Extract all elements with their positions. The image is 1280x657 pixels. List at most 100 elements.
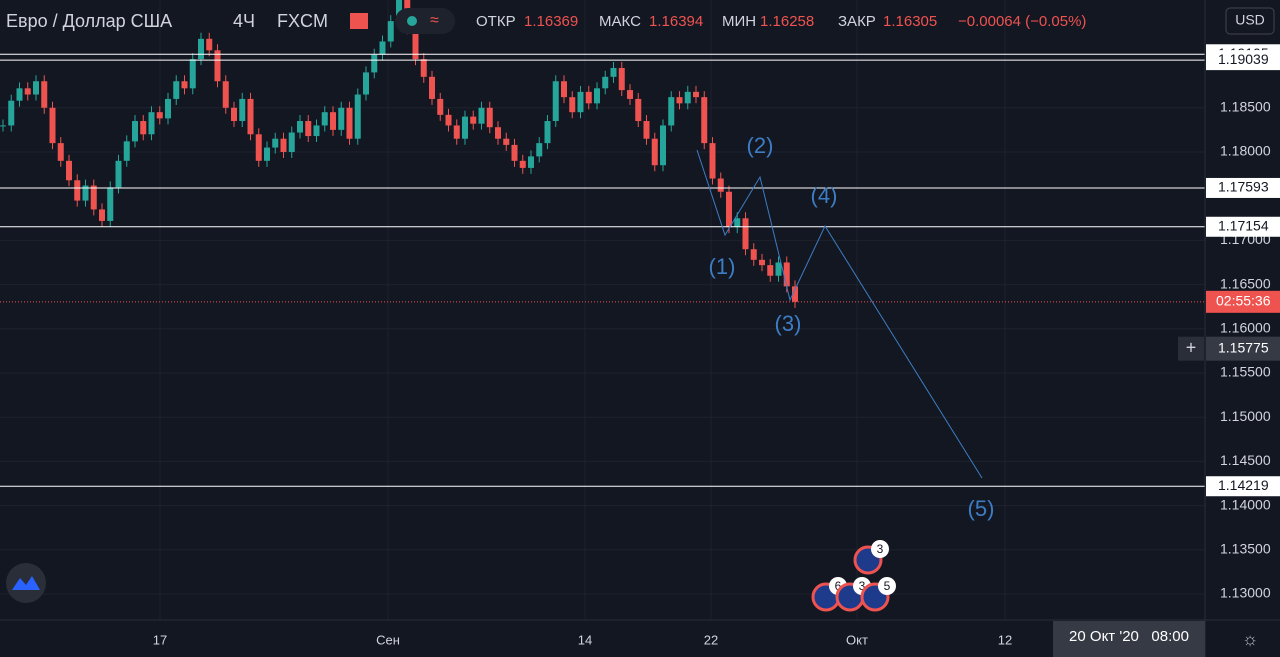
candle — [288, 132, 295, 152]
candle — [519, 160, 526, 168]
candle — [99, 209, 105, 221]
candle — [24, 88, 31, 95]
candle — [66, 160, 72, 181]
candle — [544, 121, 551, 144]
settings-icon[interactable]: ☼ — [1242, 629, 1259, 649]
candle — [726, 191, 732, 228]
crosshair-price: 1.15775 — [1218, 339, 1269, 355]
symbol: Евро / Доллар США — [6, 11, 172, 31]
countdown: 02:55:36 — [1216, 293, 1271, 309]
logo-bg[interactable] — [6, 563, 46, 603]
candle — [742, 218, 749, 250]
close-label: ЗАКР — [838, 13, 876, 30]
level-price-box — [1206, 476, 1280, 497]
candle — [569, 97, 576, 113]
y-tick-label: 1.18500 — [1220, 98, 1271, 114]
candle — [0, 125, 6, 127]
header: Евро / Доллар США 4Ч FXCM ≈ ОТКР 1.16369… — [6, 7, 1275, 35]
level-price-label: 1.17593 — [1218, 179, 1269, 195]
candle — [16, 88, 23, 101]
candle — [132, 121, 138, 142]
x-tick-label: 12 — [998, 632, 1012, 647]
candle — [206, 38, 213, 51]
event-badge — [871, 540, 889, 558]
open-label: ОТКР — [476, 13, 516, 30]
candle — [420, 59, 427, 77]
candle — [222, 81, 229, 108]
candle — [363, 72, 369, 95]
close: 1.16305 — [883, 13, 937, 30]
candle — [396, 0, 402, 22]
candle — [247, 98, 254, 135]
candle — [594, 88, 600, 104]
y-tick-label: 1.13500 — [1220, 541, 1271, 557]
candle — [561, 81, 567, 98]
candle — [41, 81, 48, 108]
currency: USD — [1235, 12, 1265, 28]
candle — [709, 143, 716, 179]
candle — [264, 147, 270, 161]
candle — [701, 97, 708, 144]
level-price-label: 1.14219 — [1218, 477, 1269, 493]
candle — [330, 112, 336, 130]
status-pill[interactable] — [395, 8, 455, 34]
candle — [470, 116, 477, 124]
candle — [759, 259, 765, 266]
y-tick-label: 1.15500 — [1220, 364, 1271, 380]
crosshair-time: 20 Окт '20 08:00 — [1069, 628, 1189, 645]
event-badge — [878, 577, 896, 595]
status-dot — [407, 16, 417, 26]
wave-label: (4) — [811, 183, 838, 208]
candle — [775, 262, 782, 276]
candle — [627, 90, 633, 99]
candle — [255, 134, 262, 161]
logo[interactable] — [6, 563, 46, 603]
y-tick-label: 1.18000 — [1220, 143, 1271, 159]
exchange: FXCM — [277, 11, 328, 31]
candle — [610, 67, 617, 77]
candle — [140, 121, 147, 135]
wave-label: (2) — [747, 133, 774, 158]
status-icon: ≈ — [430, 12, 439, 29]
x-tick-label: Сен — [376, 632, 400, 647]
candle — [585, 91, 592, 104]
low-label: МИН — [722, 13, 756, 30]
crosshair-plus-box[interactable] — [1178, 336, 1204, 361]
candle — [734, 218, 741, 228]
candle — [33, 81, 39, 95]
flag-icon[interactable] — [350, 13, 368, 29]
candle — [321, 112, 328, 126]
y-tick-label: 1.16500 — [1220, 275, 1271, 291]
candle — [412, 28, 419, 60]
candle — [231, 107, 237, 122]
x-tick-label: 17 — [153, 632, 167, 647]
currency-button[interactable] — [1225, 7, 1275, 35]
level-price-label: 1.19039 — [1218, 51, 1269, 67]
x-tick-label: Окт — [846, 632, 868, 647]
event-count: 6 — [835, 579, 842, 593]
candle — [511, 144, 518, 161]
candle — [181, 81, 188, 89]
candle — [462, 116, 468, 139]
candle — [57, 143, 64, 161]
candle — [379, 41, 386, 55]
candle — [635, 98, 642, 122]
candle — [651, 138, 658, 166]
event-count: 3 — [877, 542, 884, 556]
candle — [123, 141, 130, 161]
candle — [453, 125, 460, 139]
candle — [8, 100, 15, 126]
candle — [618, 67, 625, 91]
level-price-box — [1206, 177, 1280, 198]
candle — [107, 187, 114, 221]
wave-label: (1) — [709, 254, 736, 279]
candle — [478, 107, 485, 124]
candle — [577, 91, 584, 113]
candle — [239, 98, 246, 122]
candle — [74, 180, 81, 201]
candle — [346, 107, 353, 139]
level-price-box — [1206, 216, 1280, 237]
candle — [445, 114, 452, 126]
candle — [684, 91, 691, 104]
